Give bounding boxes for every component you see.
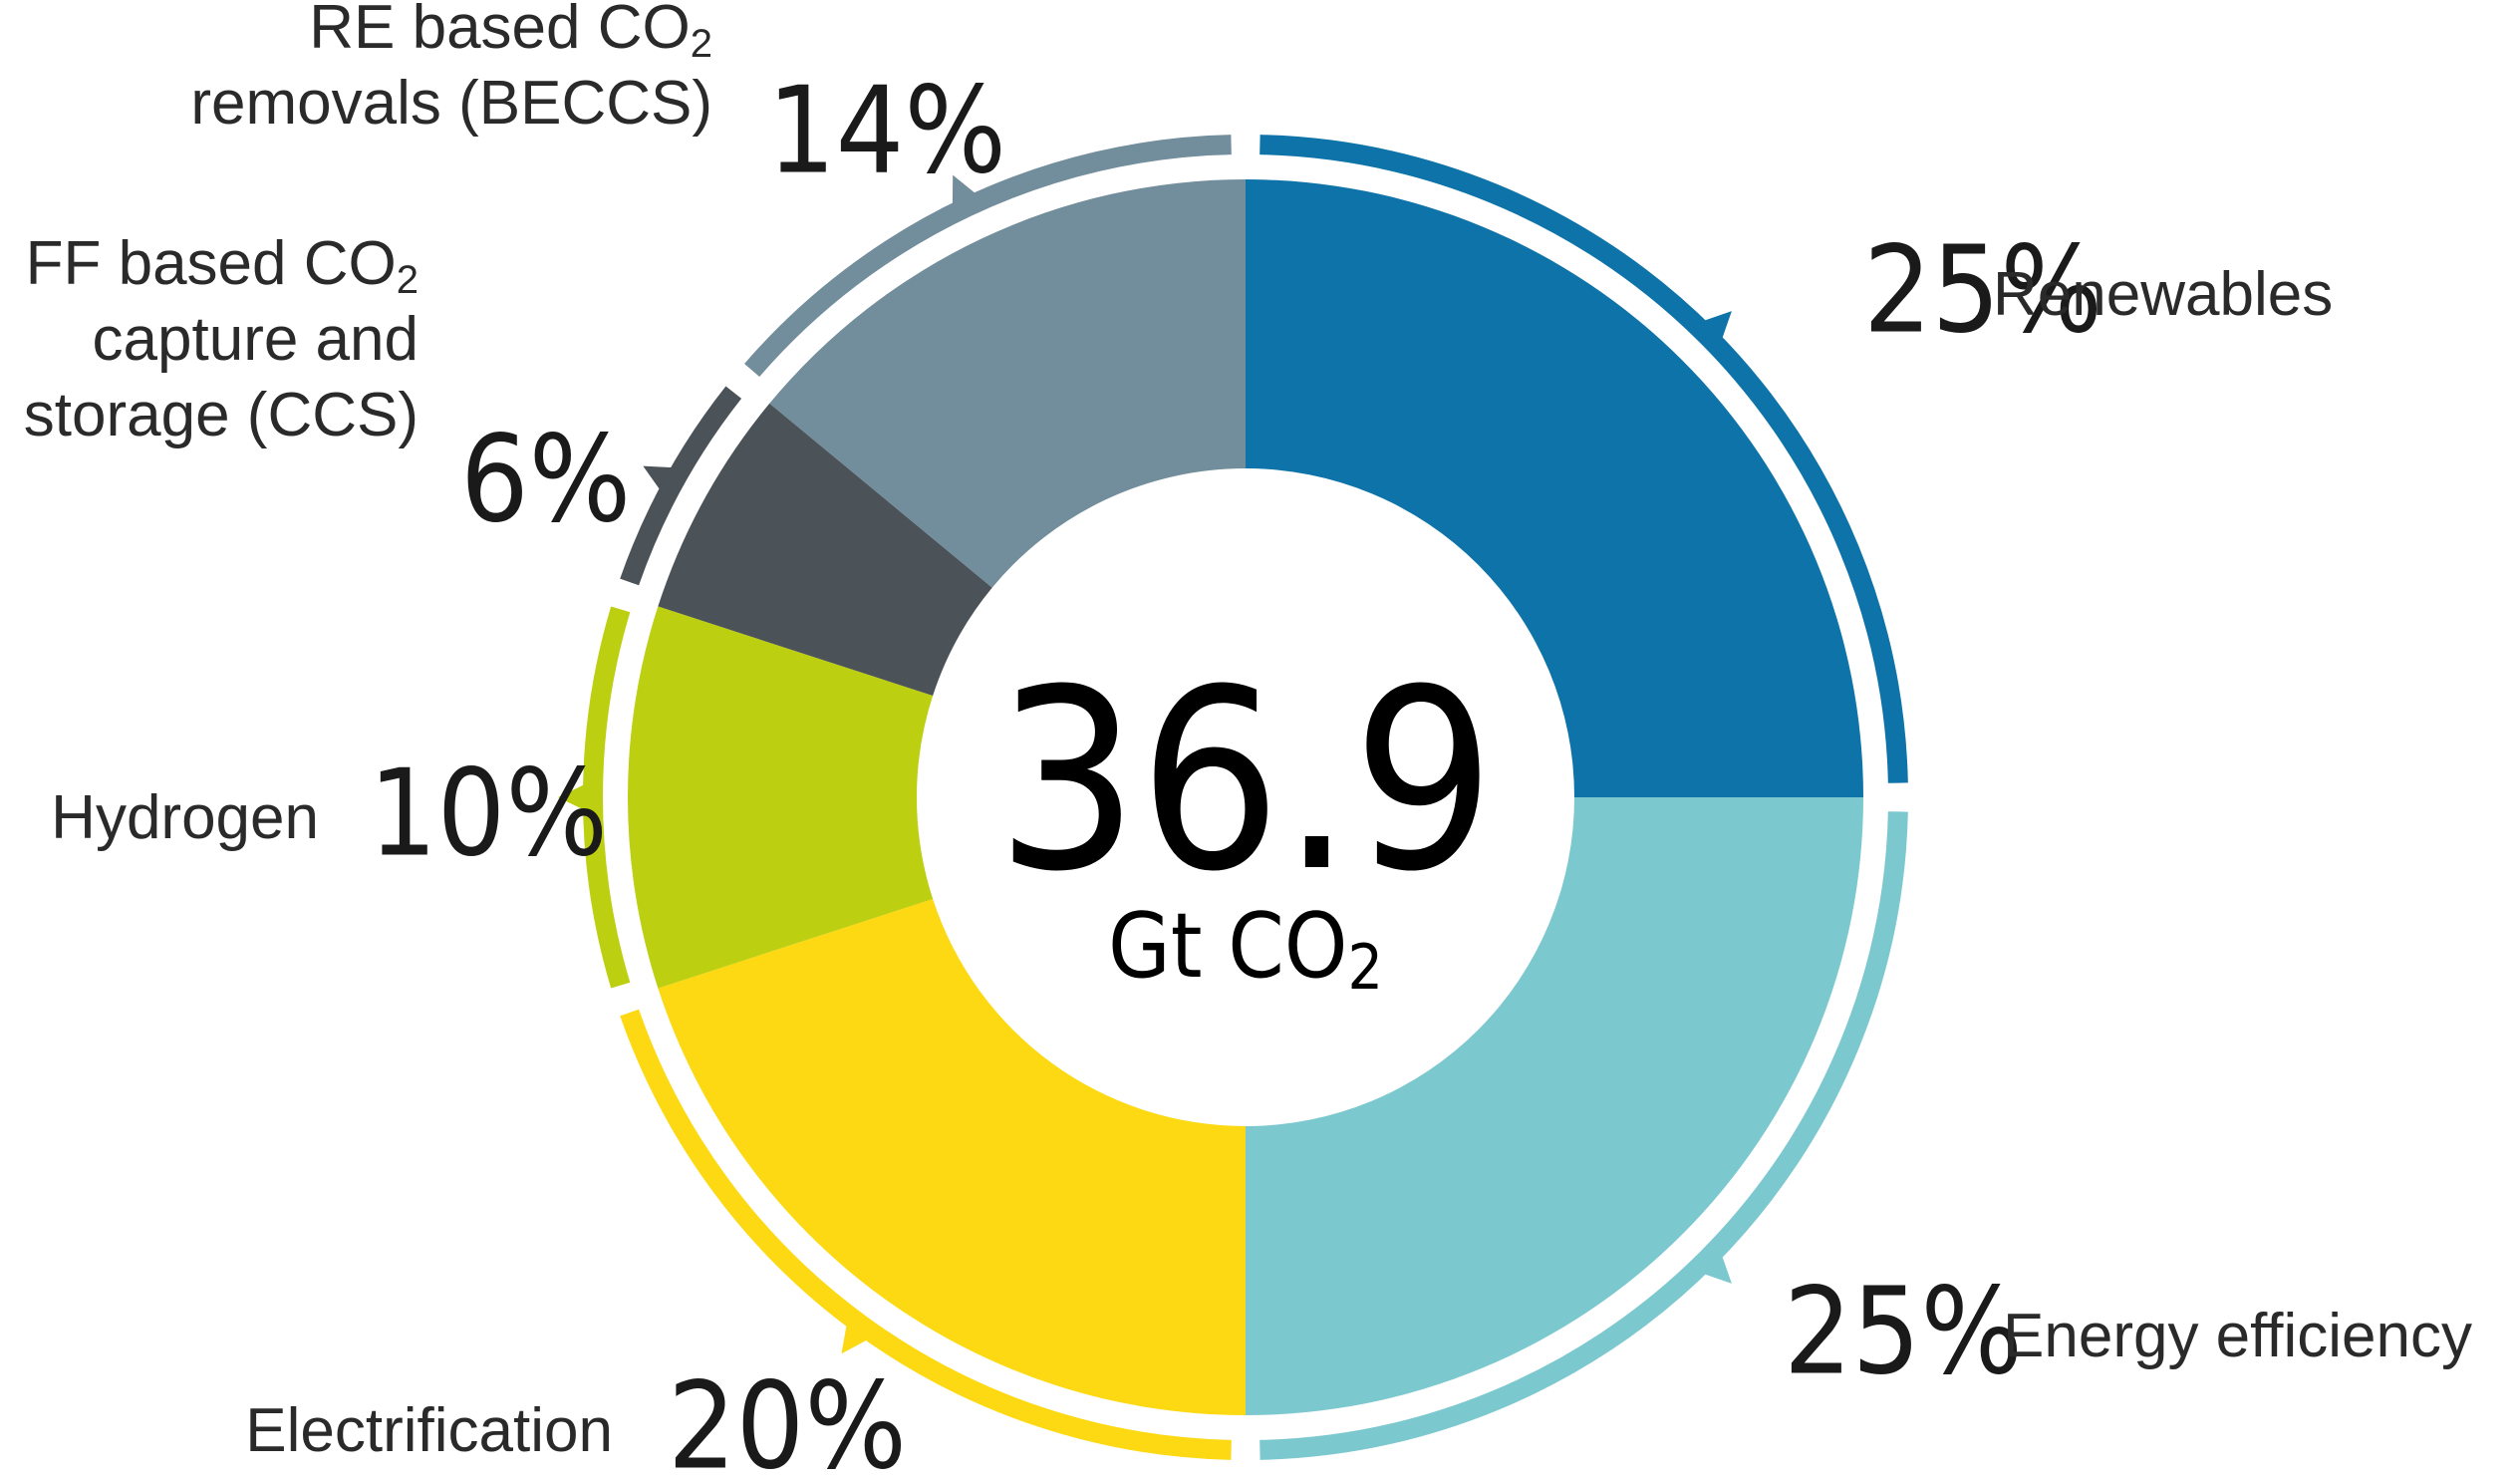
pointer-hydrogen [558,777,599,817]
slice-electrification [658,898,1246,1415]
category-label-energy-efficiency: Energy efficiency [2003,1302,2472,1370]
pointer-energy-efficiency [1689,1241,1732,1284]
percent-label-beccs: 14% [767,63,1006,201]
category-label-ccs: storage (CCS) [24,381,419,449]
center-hole [918,469,1573,1125]
percent-label-energy-efficiency: 25% [1784,1264,2023,1402]
category-label-electrification: Electrification [245,1396,613,1465]
percent-label-electrification: 20% [668,1358,907,1482]
pointer-renewables [1689,311,1732,354]
category-label-ccs: capture and [93,305,419,374]
category-label-ccs: FF based CO2 [26,229,419,301]
pointer-beccs [952,174,988,220]
category-label-hydrogen: Hydrogen [51,783,319,852]
category-label-beccs: removals (BECCS) [190,69,712,138]
slice-energy-efficiency [1246,797,1863,1415]
outer-ring-pointers [558,174,1732,1354]
percent-label-renewables: 25% [1863,222,2102,361]
percent-label-ccs: 6% [460,412,631,550]
percent-label-hydrogen: 10% [369,745,608,884]
category-label-beccs: RE based CO2 [309,0,712,66]
center-total-unit: Gt CO2 [1108,894,1383,1004]
slice-hydrogen [628,606,934,989]
pointer-electrification [841,1310,881,1354]
center-total-value: 36.9 [996,636,1496,926]
center-total: 36.9 Gt CO2 [996,636,1496,1004]
pointer-ccs [643,465,689,503]
slice-renewables [1246,179,1863,797]
slice-beccs [769,178,1246,588]
category-label-renewables: Renewables [1993,260,2333,329]
donut-slices [628,178,1863,1415]
slice-ccs [658,403,992,697]
